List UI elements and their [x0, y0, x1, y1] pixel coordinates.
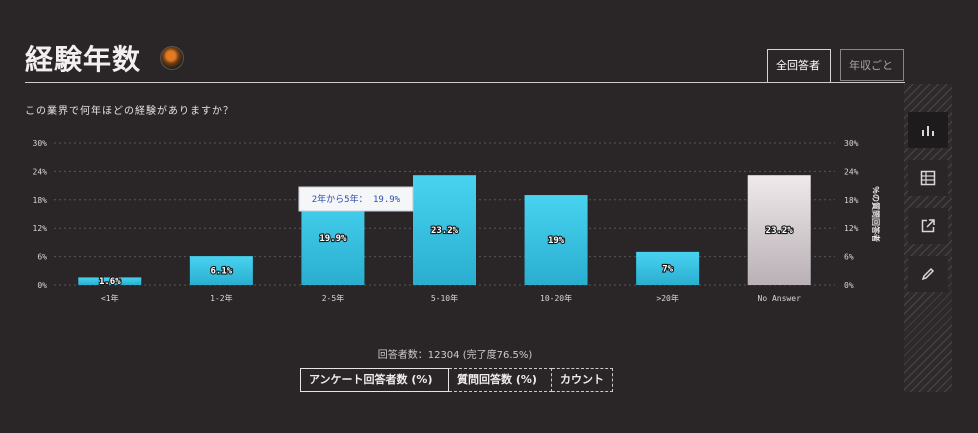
tooltip-text: 2年から5年： 19.9% [312, 193, 401, 205]
data-label: 19% [548, 236, 565, 246]
y-tick-label: 30% [33, 139, 48, 148]
data-label: 7% [662, 264, 673, 274]
question-text: この業界で何年ほどの経験がありますか？ [25, 106, 234, 117]
table-button[interactable] [908, 160, 948, 196]
respondent-count: 回答者数：12304 (完了度76.5%) [377, 350, 533, 361]
header-divider [25, 82, 905, 83]
bar [189, 256, 253, 285]
view-tabs: 全回答者 年収ごと [767, 49, 904, 83]
mode-count[interactable]: カウント [552, 368, 613, 392]
x-tick-label: 10-20年 [540, 293, 572, 303]
y-tick-label: 24% [33, 167, 48, 176]
mode-survey-respondents-percent[interactable]: アンケート回答者数 (%) [300, 368, 449, 392]
edit-button[interactable] [908, 256, 948, 292]
y-tick-label-right: 12% [844, 224, 859, 233]
data-label: 23.2% [766, 226, 794, 236]
y-tick-label-right: 18% [844, 196, 859, 205]
bar [636, 251, 700, 285]
bar [78, 277, 142, 285]
y2-axis-label: ％の質問回答者 [871, 186, 881, 242]
y-tick-label: 0% [37, 281, 47, 290]
bar-chart-button[interactable] [908, 112, 948, 148]
x-tick-label: >20年 [656, 293, 678, 303]
data-label: 6.1% [211, 267, 233, 277]
bar [413, 175, 476, 285]
badge-icon [160, 46, 184, 70]
chart-toolbar [904, 84, 952, 392]
x-tick-label: 1-2年 [210, 293, 232, 303]
y-tick-label: 18% [33, 196, 48, 205]
x-tick-label: 2-5年 [322, 293, 344, 303]
x-tick-label: <1年 [101, 293, 119, 303]
y-tick-label-right: 30% [844, 139, 859, 148]
y-tick-label-right: 6% [844, 253, 854, 262]
table-icon [920, 170, 936, 186]
mode-question-respondents-percent[interactable]: 質問回答数 (%) [449, 368, 552, 392]
bar-chart: 0% 0% 6% 6% 12% 12% 18% 18% 24% 24% 30% 30% ％の質問回答者 1… [33, 139, 881, 303]
page-title: 経験年数 [25, 43, 142, 76]
y-tick-label-right: 0% [844, 281, 854, 290]
data-label: 1.6% [99, 277, 121, 287]
share-button[interactable] [908, 208, 948, 244]
y-tick-label: 12% [33, 224, 48, 233]
data-label: 19.9% [319, 234, 347, 244]
bar [747, 175, 811, 285]
y-tick-label: 6% [37, 253, 47, 262]
y-tick-label-right: 24% [844, 167, 859, 176]
data-label: 23.2% [431, 226, 459, 236]
tab-all-respondents[interactable]: 全回答者 [767, 49, 831, 83]
bar-chart-icon [922, 126, 934, 136]
bar [524, 195, 588, 285]
pencil-icon [921, 267, 935, 281]
tab-by-salary[interactable]: 年収ごと [840, 49, 904, 81]
display-mode-switch: アンケート回答者数 (%) 質問回答数 (%) カウント [300, 368, 613, 392]
x-tick-label: 5-10年 [431, 293, 458, 303]
x-tick-label: No Answer [758, 294, 802, 303]
tooltip-box [298, 186, 414, 212]
external-link-icon [921, 219, 935, 233]
